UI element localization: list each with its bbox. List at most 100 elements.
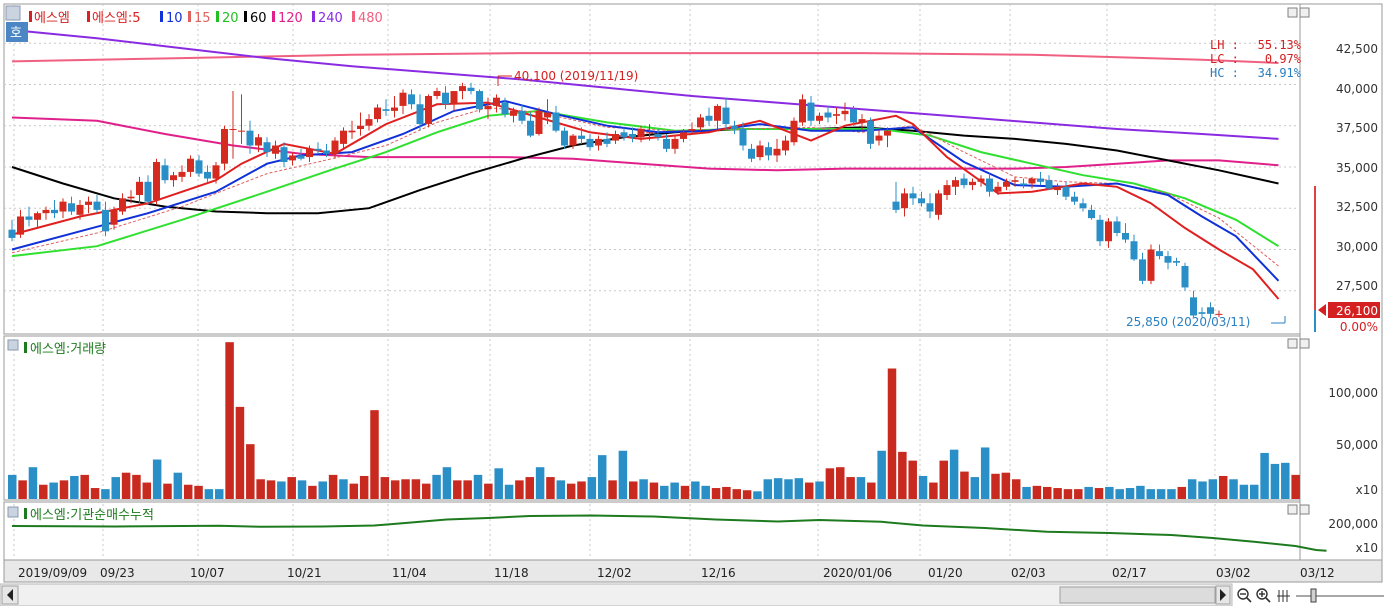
volume-bar: [28, 467, 38, 499]
candle-body: [646, 132, 653, 134]
volume-bar: [297, 480, 307, 499]
volume-bar: [711, 488, 721, 499]
panel-collapse-button[interactable]: [5, 5, 21, 21]
maximize-panel-button[interactable]: [1299, 338, 1310, 349]
chevron-right-icon: [1220, 589, 1226, 601]
minimize-panel-button[interactable]: [1287, 7, 1298, 18]
legend-symbol: 에스엠: [34, 11, 70, 26]
zoom-out-button[interactable]: [1237, 588, 1252, 603]
volume-bar: [453, 480, 462, 499]
volume-bar: [742, 490, 752, 499]
volume-bars: [8, 342, 1300, 499]
candle-body: [892, 201, 900, 210]
candle-body: [450, 91, 458, 105]
candle-body: [603, 138, 611, 144]
candle-body: [178, 171, 186, 177]
candle-body: [110, 209, 118, 225]
current-price-pointer-icon: [1318, 304, 1326, 316]
fit-width-button[interactable]: [1277, 590, 1290, 602]
candle-body: [136, 181, 143, 196]
volume-bar: [256, 479, 265, 499]
legend-ma60: 60: [250, 11, 267, 26]
legend-ma120: 120: [278, 11, 303, 26]
legend-color-swatch: [216, 11, 219, 22]
volume-bar: [132, 474, 141, 499]
legend-color-swatch: [29, 11, 32, 22]
legend-color-swatch: [188, 11, 191, 22]
candle-body: [663, 138, 670, 149]
ma480-line: [11, 52, 1279, 64]
date-tick-label: 12/16: [701, 566, 736, 580]
candle-body: [841, 110, 849, 115]
period-slider[interactable]: [1296, 588, 1384, 603]
candle-body: [1079, 203, 1087, 209]
date-axis-bar: [3, 559, 1383, 583]
quote-type-badge[interactable]: [6, 22, 28, 42]
candle-body: [280, 147, 288, 163]
volume-bar: [639, 479, 648, 499]
minimize-panel-button[interactable]: [1287, 504, 1298, 515]
maximize-panel-button[interactable]: [1299, 7, 1310, 18]
volume-bar: [670, 482, 679, 499]
maximize-panel-button[interactable]: [1299, 504, 1310, 515]
candle-body: [1003, 181, 1010, 187]
candle-body: [1028, 178, 1036, 184]
candle-body: [153, 162, 160, 200]
minimize-panel-button[interactable]: [1287, 338, 1298, 349]
volume-bar: [494, 468, 503, 499]
volume-bar: [887, 368, 897, 499]
volume-tick-label: 100,000: [1328, 386, 1378, 400]
institutional-cumulative-line: [11, 514, 1327, 552]
volume-bar: [980, 447, 990, 499]
price-tick-label: 42,500: [1336, 42, 1378, 56]
horizontal-scrollbar-track[interactable]: [0, 583, 1233, 607]
candle-body: [535, 110, 543, 134]
panel-collapse-button[interactable]: [7, 506, 19, 518]
candle-body: [1062, 186, 1070, 197]
candle-body: [1181, 265, 1189, 288]
current-price-box: [1328, 302, 1380, 318]
volume-bar: [701, 485, 710, 499]
date-tick-label: 03/02: [1216, 566, 1251, 580]
slider-thumb[interactable]: [1310, 588, 1317, 603]
price-axis: 42,500 40,000 37,500 35,000 32,500 30,00…: [1336, 42, 1378, 293]
volume-bar: [101, 489, 110, 499]
volume-bar: [1022, 486, 1031, 499]
zoom-in-button[interactable]: [1256, 588, 1271, 603]
candle-body: [1147, 249, 1155, 281]
candle-body: [518, 110, 526, 121]
candle-body: [323, 150, 330, 154]
candle-body: [204, 171, 211, 179]
candle-body: [272, 145, 279, 154]
candle-body: [680, 132, 687, 139]
candle-body: [68, 203, 75, 212]
panel-collapse-button[interactable]: [7, 339, 19, 351]
candle-body: [620, 132, 628, 138]
candle-body: [1045, 180, 1053, 189]
candle-body: [357, 125, 364, 130]
volume-bar: [784, 479, 793, 499]
candle-body: [705, 115, 713, 121]
date-tick-label: 11/04: [392, 566, 427, 580]
volume-bar: [753, 491, 762, 499]
volume-bar: [1115, 489, 1124, 499]
candle-body: [765, 147, 772, 156]
candle-body: [51, 209, 58, 214]
ma240-line: [11, 29, 1279, 140]
volume-bar: [152, 459, 162, 499]
candle-body: [748, 148, 755, 159]
volume-bar: [18, 480, 27, 499]
date-tick-label: 02/03: [1011, 566, 1046, 580]
legend-color-swatch: [312, 11, 315, 22]
volume-bar: [1239, 484, 1249, 499]
volume-bar: [597, 455, 607, 499]
candle-body: [433, 91, 441, 97]
candle-body: [935, 193, 942, 215]
candle-body: [42, 209, 50, 214]
candle-body: [1011, 180, 1019, 182]
scroll-thumb[interactable]: [1059, 586, 1216, 604]
price-legend: 에스엠 에스엠:5 10 15 20 60 120 240 480: [5, 5, 383, 26]
volume-bar: [215, 489, 224, 499]
candle-body: [425, 96, 432, 125]
volume-bar: [163, 483, 172, 499]
